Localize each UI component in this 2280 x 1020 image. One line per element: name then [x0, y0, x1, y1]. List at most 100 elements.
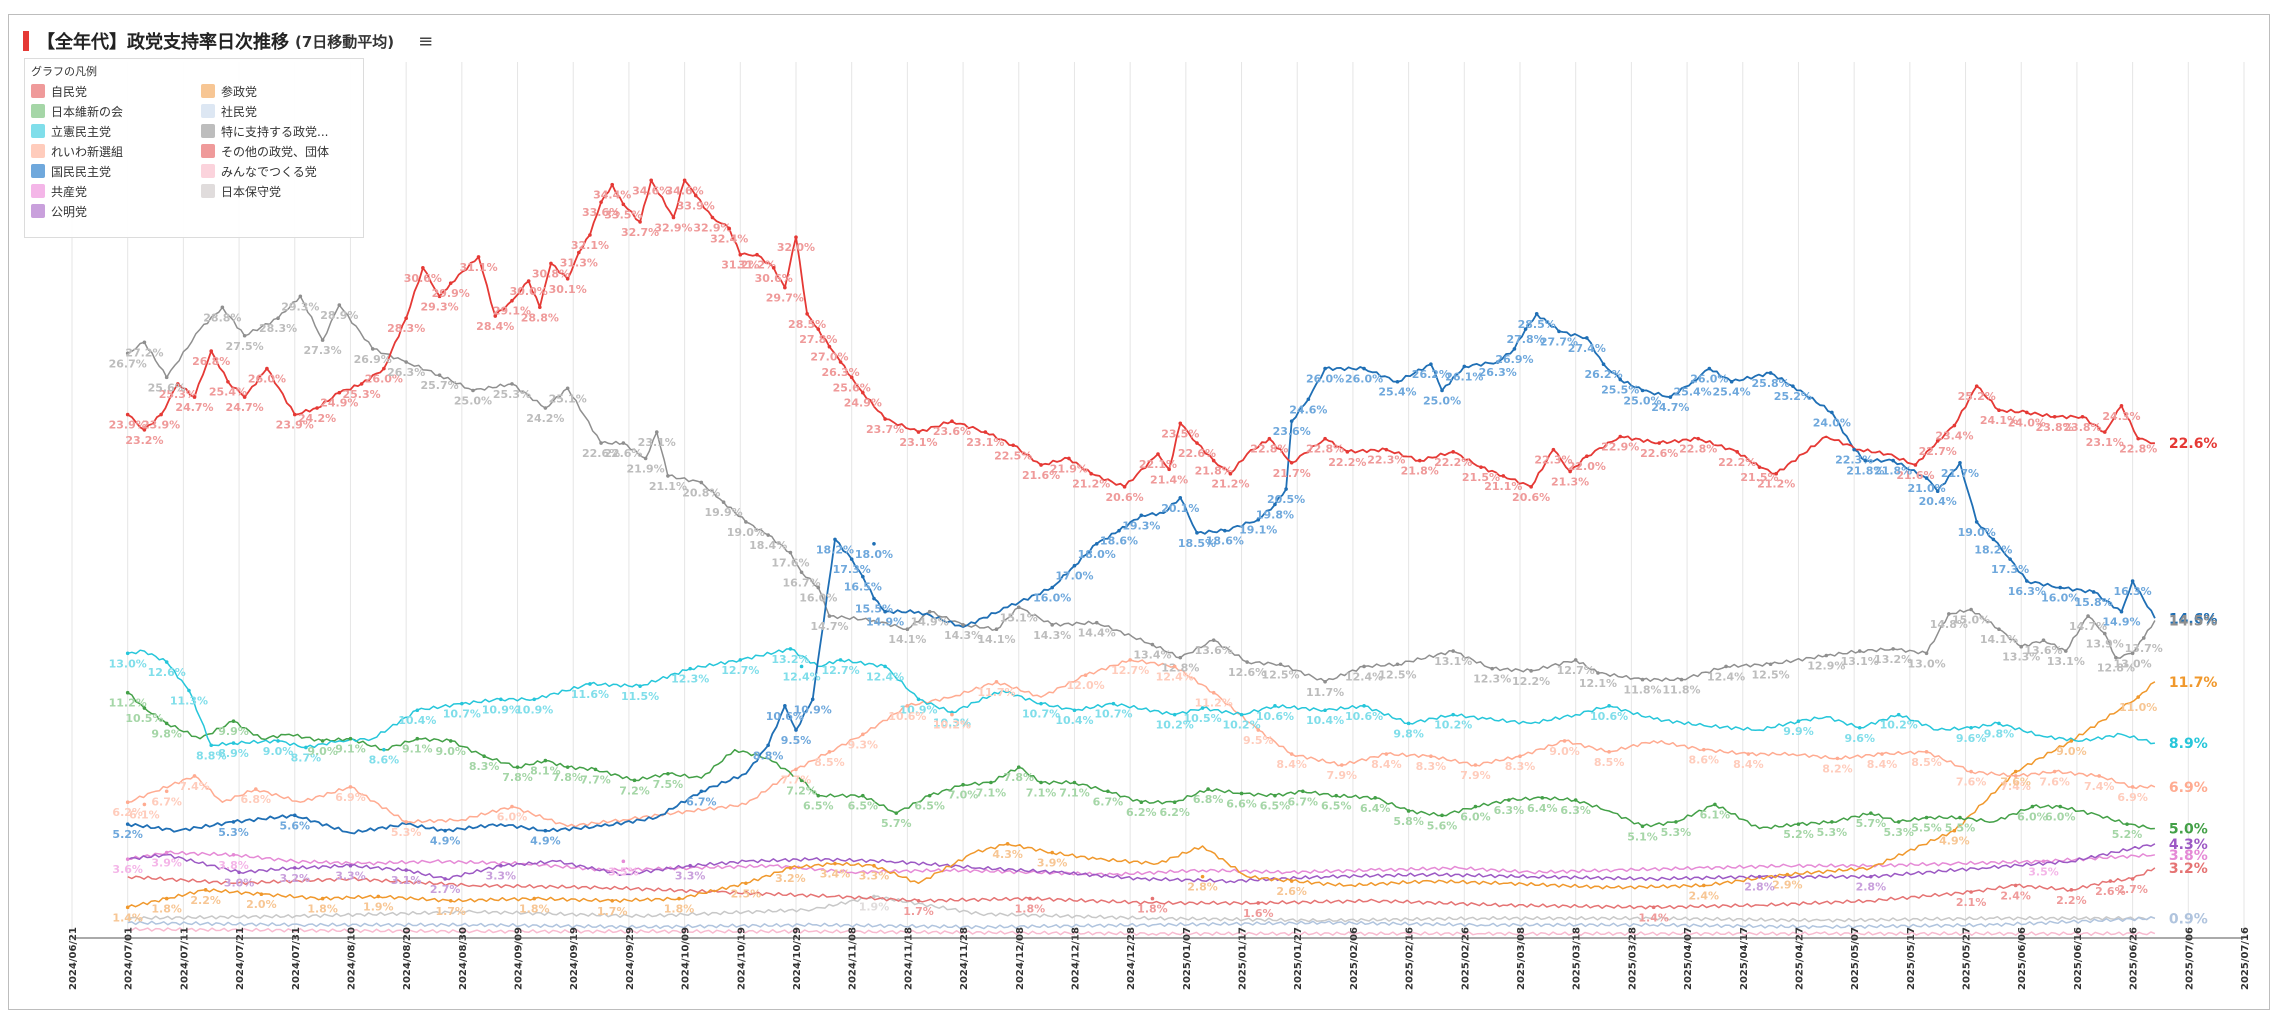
- data-point: [1016, 605, 1021, 610]
- data-point: [510, 382, 514, 386]
- data-label: 6.7%: [1288, 795, 1319, 808]
- data-label: 7.2%: [619, 784, 650, 797]
- data-label: 12.7%: [821, 664, 859, 677]
- legend-item[interactable]: その他の政党、団体: [201, 141, 361, 161]
- data-point: [337, 390, 342, 395]
- data-label: 3.9%: [1037, 857, 1068, 870]
- data-label: 29.1%: [493, 305, 531, 318]
- data-label: 21.8%: [1195, 465, 1233, 478]
- data-point: [961, 782, 965, 787]
- series-end-label: 4.3%: [2169, 837, 2208, 853]
- data-point: [1479, 465, 1483, 469]
- data-point: [1924, 651, 1929, 656]
- data-point: [187, 688, 191, 693]
- data-point: [1501, 474, 1506, 478]
- data-label: 25.3%: [343, 388, 381, 401]
- data-point: [1395, 662, 1400, 667]
- data-label: 13.2%: [771, 653, 809, 666]
- legend-item[interactable]: れいわ新選組: [31, 141, 201, 161]
- data-point: [1757, 465, 1762, 469]
- data-point: [1178, 655, 1183, 660]
- data-point: [1534, 312, 1539, 316]
- data-point: [1523, 327, 1528, 331]
- data-point: [1362, 664, 1366, 669]
- data-label: 6.5%: [1321, 800, 1352, 813]
- data-point: [1211, 690, 1216, 695]
- legend-item[interactable]: 立憲民主党: [31, 121, 201, 141]
- data-point: [292, 412, 297, 417]
- x-tick-label: 2024/09/19: [569, 927, 580, 990]
- data-label: 24.2%: [526, 412, 564, 425]
- data-label: 30.1%: [549, 283, 587, 296]
- data-point: [1473, 804, 1478, 809]
- data-label: 18.0%: [1078, 548, 1116, 561]
- data-label: 12.4%: [1156, 670, 1194, 683]
- data-point: [1139, 800, 1144, 805]
- x-tick-label: 2024/06/21: [68, 927, 79, 990]
- data-label: 10.7%: [1022, 708, 1060, 721]
- data-point: [1701, 747, 1706, 752]
- data-label: 11.2%: [109, 697, 147, 710]
- hamburger-menu-icon[interactable]: ≡: [418, 30, 434, 52]
- data-point: [894, 811, 899, 815]
- x-tick-label: 2025/03/28: [1627, 927, 1638, 990]
- data-point: [1835, 756, 1840, 761]
- data-label: 5.6%: [280, 819, 311, 832]
- data-label: 20.1%: [1161, 502, 1199, 515]
- legend-item[interactable]: みんなでつくる党: [201, 161, 361, 181]
- legend-item[interactable]: 日本維新の会: [31, 101, 201, 121]
- data-point: [1406, 721, 1411, 726]
- series-end-label: 5.0%: [2169, 822, 2208, 838]
- data-point: [905, 627, 910, 632]
- legend-item[interactable]: 日本保守党: [201, 181, 361, 201]
- data-label: 12.9%: [1807, 659, 1845, 672]
- data-point: [526, 279, 531, 283]
- legend-swatch: [201, 104, 215, 118]
- chart-title: 【全年代】政党支持率日次推移: [37, 32, 289, 53]
- data-label: 23.9%: [142, 419, 180, 432]
- legend-item[interactable]: 参政党: [201, 81, 361, 101]
- data-label: 24.0%: [1813, 416, 1851, 429]
- x-tick-label: 2025/06/06: [2017, 927, 2028, 990]
- data-point: [1005, 842, 1010, 846]
- legend-item[interactable]: 共産党: [31, 181, 201, 201]
- legend-item[interactable]: 国民民主党: [31, 161, 201, 181]
- data-point: [242, 333, 247, 338]
- data-point: [989, 780, 993, 785]
- data-point: [1016, 765, 1021, 769]
- data-point: [164, 896, 169, 901]
- data-label: 6.0%: [497, 811, 528, 824]
- data-label: 2.2%: [2056, 894, 2087, 907]
- data-point: [1406, 809, 1411, 813]
- data-label: 34.4%: [593, 189, 631, 202]
- data-point: [1891, 647, 1895, 651]
- data-label: 22.8%: [1306, 443, 1344, 456]
- data-label: 32.0%: [777, 241, 815, 254]
- series-line: [127, 692, 2155, 830]
- data-label: 10.9%: [482, 703, 520, 716]
- data-point: [816, 793, 821, 798]
- data-point: [1997, 721, 2001, 726]
- x-tick-label: 2025/04/07: [1683, 927, 1694, 990]
- data-label: 16.0%: [799, 592, 837, 605]
- x-tick-label: 2025/05/27: [1962, 927, 1973, 990]
- data-point: [164, 721, 169, 726]
- legend-item[interactable]: 自民党: [31, 81, 201, 101]
- data-point: [861, 732, 865, 737]
- data-label: 20.6%: [1105, 491, 1143, 504]
- data-label: 22.8%: [1250, 443, 1288, 456]
- data-point: [1713, 802, 1717, 807]
- data-point: [927, 609, 932, 614]
- data-point: [1696, 436, 1701, 441]
- legend-item[interactable]: 社民党: [201, 101, 361, 121]
- data-point: [872, 596, 876, 601]
- data-label: 16.5%: [844, 581, 882, 594]
- data-label: 10.9%: [794, 703, 832, 716]
- data-point: [1072, 563, 1077, 568]
- data-point: [1529, 669, 1533, 673]
- legend-item[interactable]: 公明党: [31, 201, 201, 221]
- data-point: [744, 881, 748, 886]
- legend-item[interactable]: 特に支持する政党...: [201, 121, 361, 141]
- data-point: [2013, 769, 2018, 774]
- data-point: [621, 441, 626, 445]
